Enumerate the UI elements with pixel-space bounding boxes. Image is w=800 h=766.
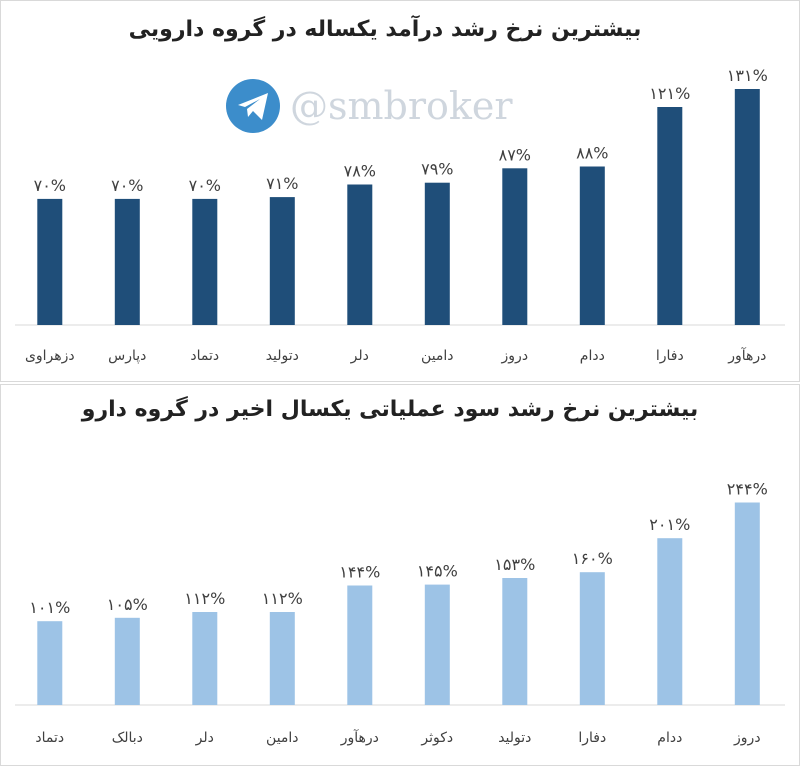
- chart-1-category-label-7: دتماد: [190, 348, 219, 364]
- chart-1-value-label-4: ۷۹%: [421, 160, 453, 179]
- telegram-plane-icon-glyph: [238, 93, 268, 120]
- chart-1-value-label-8: ۷۰%: [111, 176, 143, 195]
- chart-2-bar-0: [734, 502, 760, 705]
- chart-1-bar-2: [579, 166, 605, 325]
- chart-1-bars: ۱۳۱% درهآور ۱۲۱% دفارا ۸۸% ددام ۸۷% دروز ۷۹% دامی…: [25, 66, 768, 364]
- chart-1-category-label-0: درهآور: [727, 347, 766, 364]
- chart-2-category-label-1: ددام: [657, 730, 682, 746]
- chart-1-value-label-6: ۷۱%: [266, 174, 298, 193]
- chart-2-value-label-4: ۱۴۵%: [417, 562, 458, 581]
- chart-2-value-label-7: ۱۱۲%: [184, 589, 225, 608]
- chart-1-category-label-2: ددام: [580, 348, 605, 364]
- chart-2-category-label-0: دروز: [733, 730, 761, 746]
- chart-2-bar-2: [579, 572, 605, 705]
- chart-1-bar-4: [424, 182, 450, 325]
- chart-2-category-label-2: دفارا: [578, 730, 606, 746]
- chart-2-category-label-6: دامین: [266, 730, 299, 746]
- chart-1-bar-7: [192, 198, 218, 325]
- chart-2-title: بیشترین نرخ رشد سود عملیاتی یکسال اخیر د…: [81, 395, 698, 422]
- chart-2-category-label-7: دلر: [195, 730, 214, 746]
- chart-2-bar-9: [37, 621, 63, 705]
- chart-2-bar-4: [424, 584, 450, 705]
- chart-2-value-label-2: ۱۶۰%: [572, 549, 613, 568]
- chart-1-category-label-5: دلر: [350, 348, 369, 364]
- chart-1-category-label-4: دامین: [421, 348, 454, 364]
- chart-1-value-label-1: ۱۲۱%: [649, 84, 690, 103]
- chart-2-value-label-6: ۱۱۲%: [262, 589, 303, 608]
- chart-1-value-label-5: ۷۸%: [344, 162, 376, 181]
- chart-1-bar-6: [269, 197, 295, 325]
- chart-1-category-label-9: دزهراوی: [25, 348, 75, 364]
- chart-1-category-label-3: دروز: [501, 348, 529, 364]
- chart-2-bar-3: [502, 578, 528, 705]
- chart-2-value-label-1: ۲۰۱%: [649, 515, 690, 534]
- chart-2-bar-6: [269, 612, 295, 705]
- chart-2-bar-5: [347, 585, 373, 705]
- chart-2-category-label-3: دتولید: [498, 730, 531, 746]
- chart-1-category-label-8: دپارس: [108, 348, 146, 364]
- chart-2-value-label-8: ۱۰۵%: [107, 595, 148, 614]
- watermark: @smbroker: [226, 79, 513, 133]
- chart-1-value-label-9: ۷۰%: [34, 176, 66, 195]
- chart-2-bars: ۲۴۴% دروز ۲۰۱% ددام ۱۶۰% دفارا ۱۵۳% دتولید ۱۴۵% د…: [29, 480, 767, 747]
- chart-1-bar-5: [347, 184, 373, 325]
- watermark-text: @smbroker: [290, 84, 513, 128]
- chart-2-bar-8: [114, 617, 140, 705]
- chart-2-category-label-9: دتماد: [35, 730, 64, 746]
- chart-2-category-label-4: دکوثر: [420, 730, 453, 746]
- chart-2-value-label-0: ۲۴۴%: [727, 480, 768, 499]
- chart-1-title: بیشترین نرخ رشد درآمد یکساله در گروه دار…: [129, 14, 642, 42]
- chart-1-value-label-3: ۸۷%: [499, 145, 531, 164]
- chart-2-value-label-3: ۱۵۳%: [494, 555, 535, 574]
- chart-2-bar-7: [192, 612, 218, 705]
- chart-1-value-label-0: ۱۳۱%: [727, 66, 768, 85]
- chart-1-value-label-2: ۸۸%: [576, 144, 608, 163]
- chart-2-value-label-9: ۱۰۱%: [29, 598, 70, 617]
- chart-1-bar-8: [114, 198, 140, 325]
- chart-2-category-label-8: دبالک: [112, 730, 143, 746]
- chart-1-bar-9: [37, 198, 63, 325]
- chart-1-bar-0: [734, 89, 760, 325]
- chart-2-value-label-5: ۱۴۴%: [339, 563, 380, 582]
- chart-2-bar-1: [657, 538, 683, 705]
- chart-1-category-label-1: دفارا: [656, 348, 684, 364]
- chart-1-bar-1: [657, 107, 683, 325]
- chart-1-value-label-7: ۷۰%: [189, 176, 221, 195]
- chart-1-bar-3: [502, 168, 528, 325]
- chart-2-category-label-5: درهآور: [340, 729, 379, 746]
- chart-1-category-label-6: دتولید: [266, 348, 299, 364]
